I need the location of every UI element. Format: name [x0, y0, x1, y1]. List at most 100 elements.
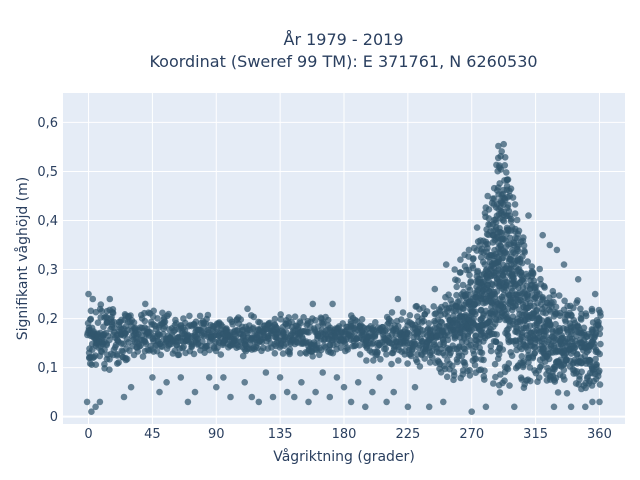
scatter-point: [491, 320, 499, 328]
scatter-point: [94, 319, 102, 327]
scatter-point: [457, 269, 464, 276]
scatter-point: [481, 376, 488, 383]
scatter-point: [524, 258, 531, 265]
scatter-point: [123, 355, 131, 363]
scatter-point: [235, 314, 242, 321]
scatter-point: [283, 329, 290, 336]
scatter-point: [577, 316, 585, 323]
scatter-point: [411, 383, 419, 391]
scatter-point: [291, 313, 299, 321]
scatter-point: [513, 216, 521, 224]
scatter-point: [595, 306, 603, 314]
scatter-point: [500, 218, 508, 225]
x-axis-title: Vågriktning (grader): [273, 448, 415, 465]
scatter-point: [340, 383, 348, 391]
scatter-point: [490, 195, 498, 202]
scatter-point: [404, 360, 411, 367]
scatter-point: [440, 398, 447, 406]
scatter-point: [480, 356, 487, 364]
scatter-point: [213, 383, 220, 391]
scatter-point: [504, 176, 512, 183]
scatter-point: [467, 337, 475, 344]
scatter-point: [106, 366, 113, 374]
scatter-point: [459, 371, 467, 378]
scatter-point: [356, 342, 363, 349]
scatter-point: [407, 352, 415, 360]
scatter-point: [461, 348, 469, 356]
scatter-point: [471, 355, 479, 363]
scatter-point: [551, 366, 558, 373]
scatter-point: [354, 379, 362, 386]
scatter-point: [305, 398, 312, 406]
scatter-point: [312, 317, 319, 324]
scatter-point: [445, 291, 452, 299]
scatter-point: [500, 140, 508, 148]
scatter-point: [557, 356, 564, 364]
scatter-point: [511, 201, 519, 208]
scatter-point: [98, 307, 105, 315]
scatter-point: [497, 228, 504, 236]
scatter-point: [250, 313, 258, 321]
scatter-point: [593, 375, 600, 383]
scatter-point: [529, 269, 537, 277]
scatter-point: [217, 351, 225, 358]
scatter-point: [560, 261, 568, 268]
scatter-point: [405, 330, 412, 337]
scatter-point: [484, 192, 492, 200]
scatter-point: [425, 403, 433, 411]
scatter-point: [546, 241, 554, 249]
scatter-point: [109, 309, 117, 317]
scatter-point: [277, 316, 285, 323]
scatter-point: [85, 290, 92, 298]
scatter-point: [596, 350, 603, 358]
scatter-point: [591, 290, 599, 298]
scatter-point: [487, 343, 495, 350]
y-tick-label: 0,4: [37, 214, 58, 229]
scatter-point: [430, 303, 438, 310]
scatter-point: [344, 346, 352, 353]
scatter-point: [518, 353, 526, 360]
scatter-point: [89, 295, 97, 303]
scatter-point: [567, 403, 575, 411]
scatter-point: [563, 390, 571, 397]
scatter-point: [589, 398, 596, 406]
scatter-point: [493, 331, 501, 338]
scatter-point: [596, 367, 603, 375]
scatter-point: [501, 377, 508, 385]
scatter-point: [481, 261, 489, 268]
scatter-point: [127, 383, 135, 391]
scatter-point: [297, 319, 304, 327]
scatter-point: [139, 353, 147, 360]
scatter-point: [110, 318, 118, 326]
scatter-point: [356, 351, 364, 358]
y-axis-ticks: 0 0,1 0,2 0,3 0,4 0,5 0,6: [37, 116, 58, 425]
scatter-point: [461, 251, 468, 259]
scatter-point: [201, 349, 208, 357]
x-tick-label: 315: [523, 427, 548, 442]
scatter-point: [492, 373, 499, 381]
scatter-point: [501, 154, 509, 161]
scatter-point: [416, 363, 424, 370]
scatter-point: [269, 393, 277, 401]
chart-title-line-2: Koordinat (Sweref 99 TM): E 371761, N 62…: [149, 52, 537, 71]
scatter-point: [499, 346, 507, 353]
scatter-point: [248, 393, 256, 401]
scatter-point: [582, 312, 590, 320]
scatter-point: [363, 357, 370, 364]
scatter-point: [487, 347, 495, 355]
scatter-point: [592, 355, 599, 363]
scatter-point: [442, 261, 450, 268]
scatter-point: [172, 316, 179, 324]
scatter-point: [387, 318, 395, 325]
scatter-point: [431, 285, 439, 293]
scatter-point: [553, 246, 561, 254]
scatter-point: [372, 319, 379, 326]
y-tick-label: 0: [50, 410, 58, 425]
scatter-point: [509, 194, 517, 201]
scatter-point: [333, 374, 341, 381]
scatter-point: [466, 372, 474, 379]
scatter-point: [517, 374, 525, 382]
scatter-point: [527, 377, 534, 385]
scatter-point: [539, 231, 546, 239]
scatter-point: [470, 255, 477, 262]
